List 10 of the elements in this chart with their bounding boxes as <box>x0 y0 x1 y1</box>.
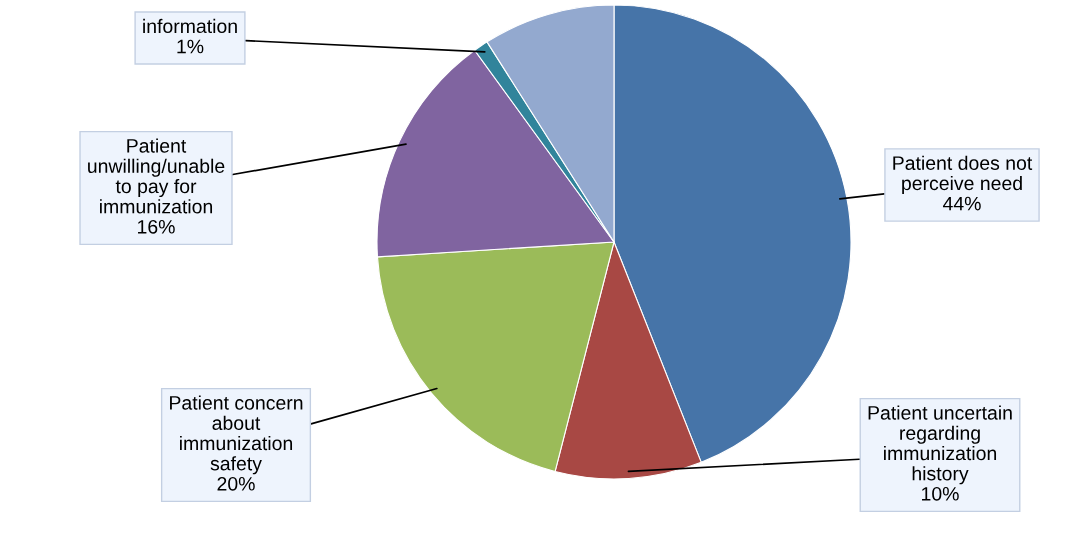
slice-label: Patient unwilling/unable to pay for immunization <box>88 138 225 214</box>
data-label: 16% <box>138 219 175 234</box>
slice-label: Patient does not perceive need <box>893 155 1033 195</box>
data-label: 20% <box>217 476 255 491</box>
data-label: 10% <box>922 486 959 501</box>
data-label: 44% <box>942 196 981 211</box>
slice-label: Patient concern about immunization safety <box>170 395 303 475</box>
slice-label: information <box>143 18 237 34</box>
slice-label: Patient uncertain regarding immunization history <box>868 405 1012 485</box>
data-label: 1% <box>177 39 204 54</box>
